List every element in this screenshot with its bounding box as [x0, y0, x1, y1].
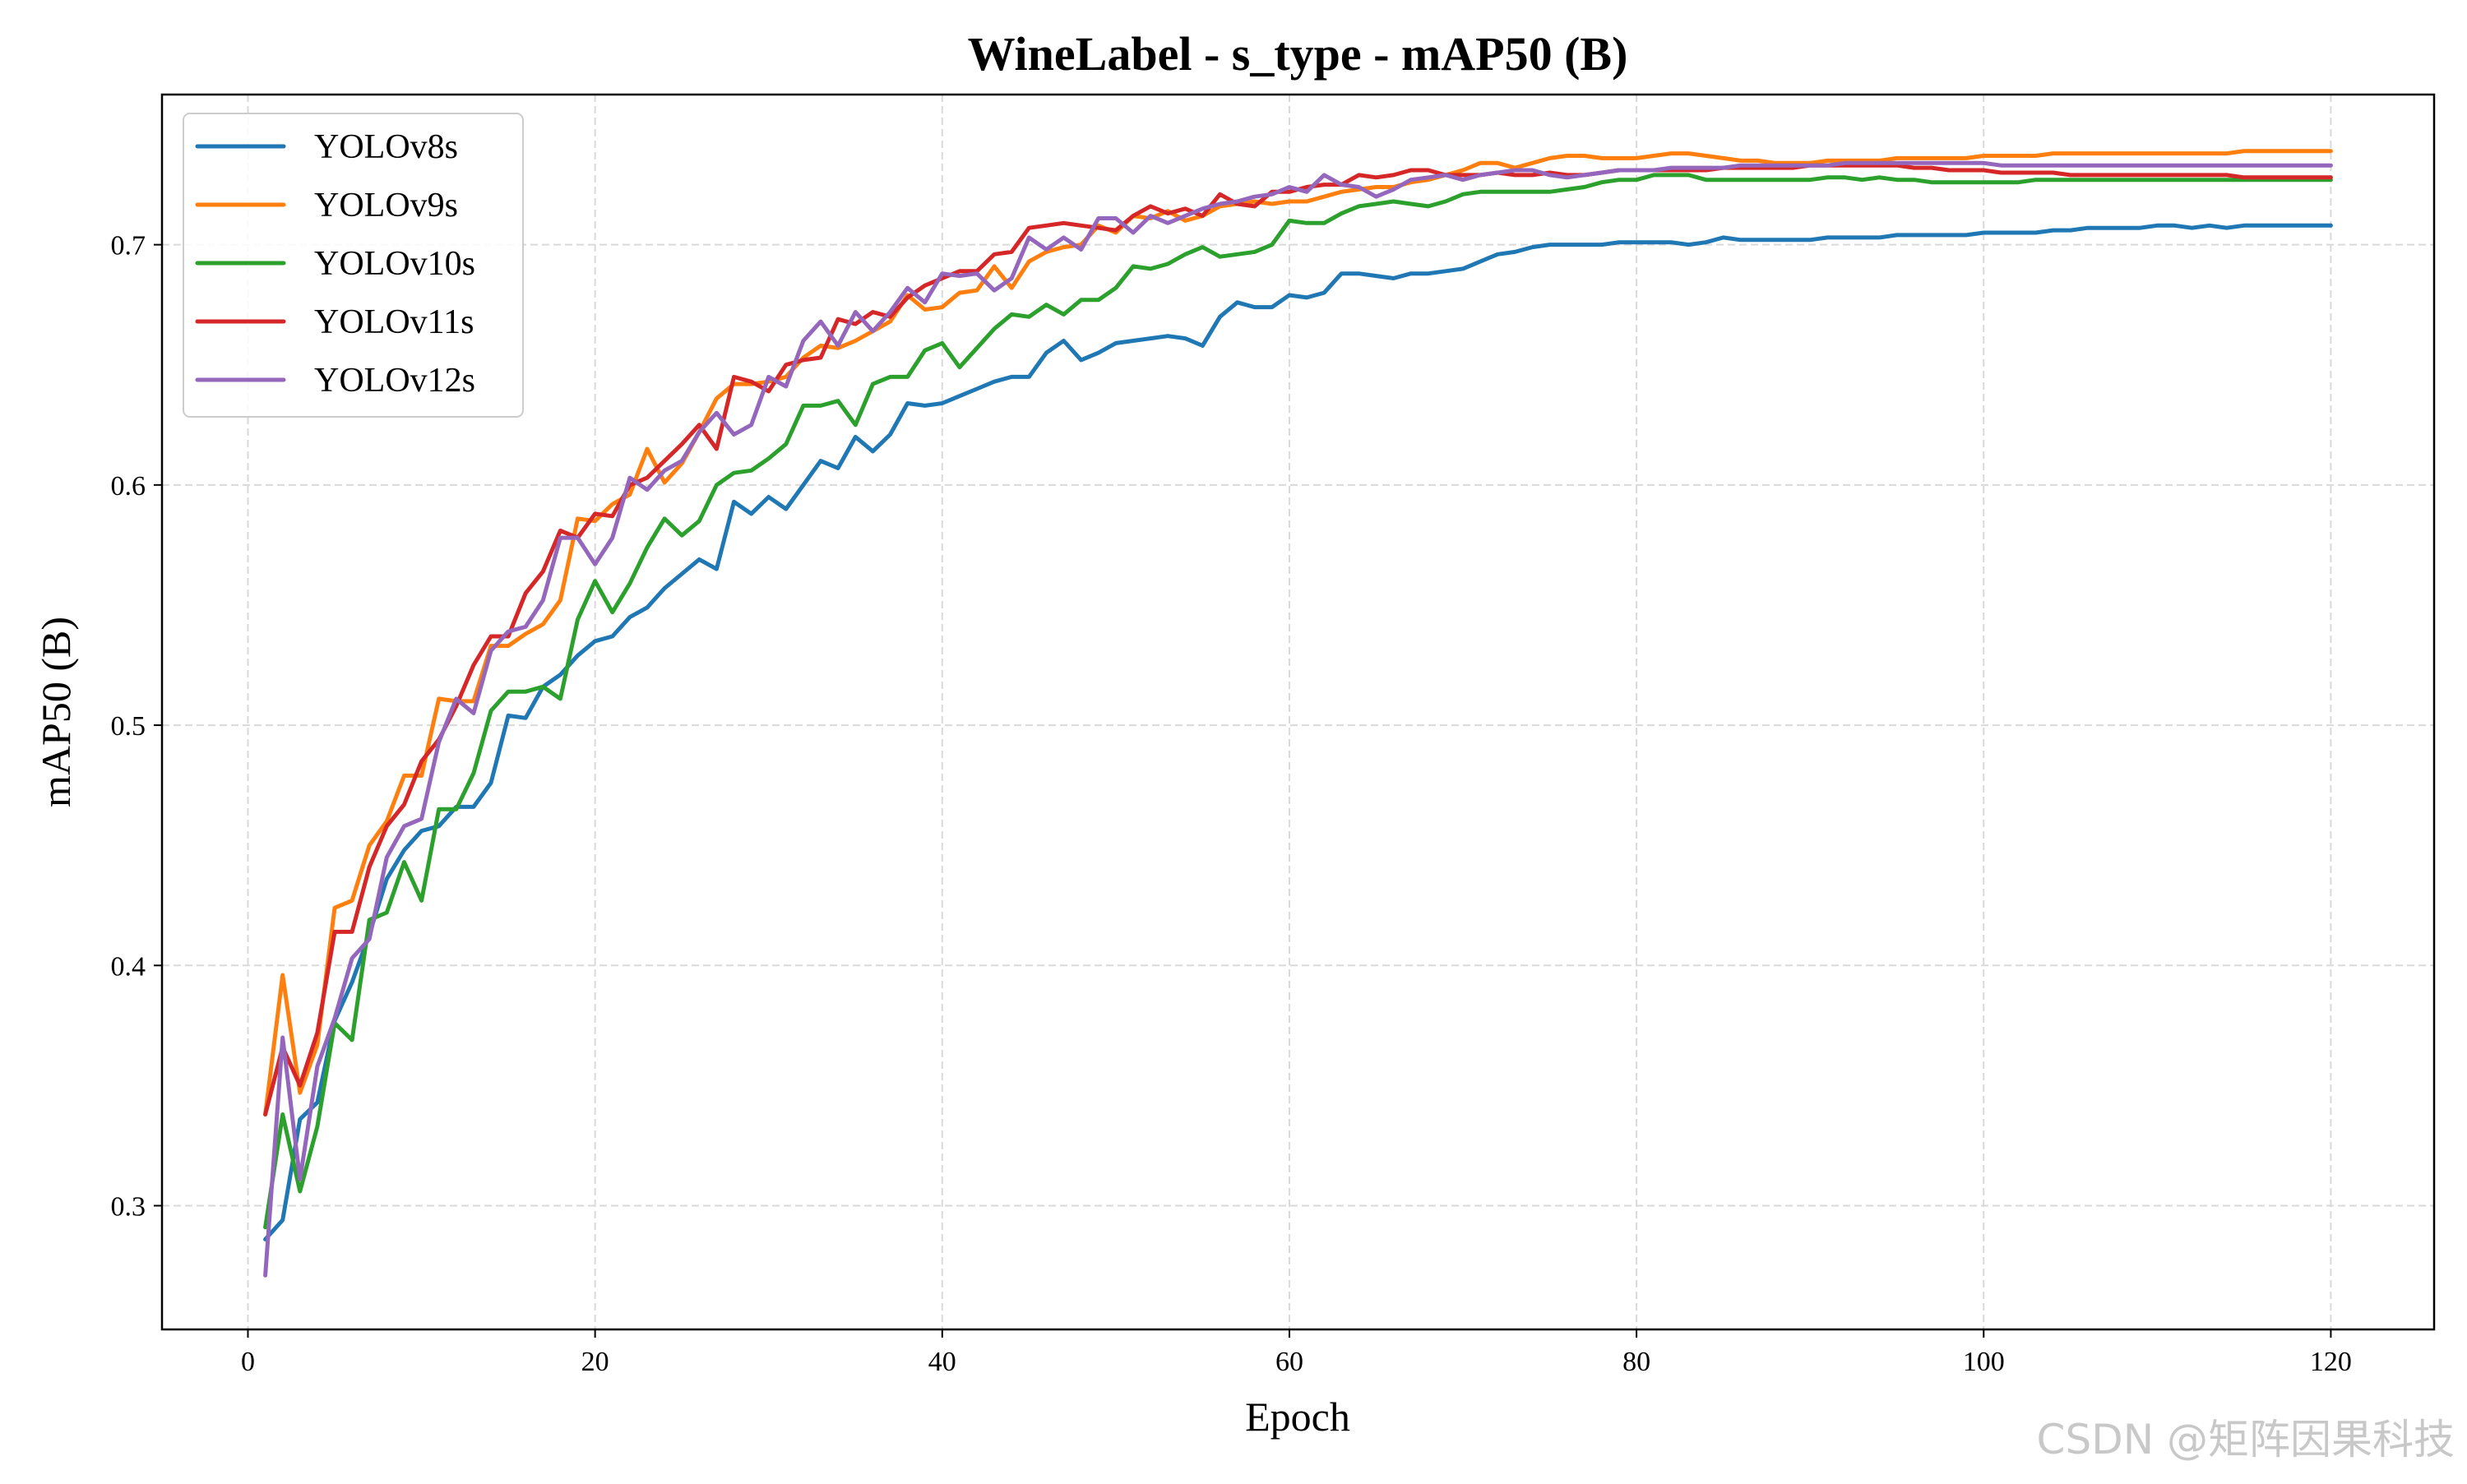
y-tick-label: 0.6	[111, 471, 146, 502]
legend-items: YOLOv8s YOLOv9s YOLOv10s YOLOv11s YOLOv12s	[195, 128, 475, 400]
x-tick-label: 20	[581, 1347, 609, 1377]
series-line-yolov12s	[263, 160, 2333, 1278]
y-tick-label: 0.7	[111, 231, 146, 261]
x-tick-label: 60	[1275, 1347, 1303, 1377]
legend-label-yolov9s: YOLOv9s	[314, 187, 458, 224]
x-axis-label: Epoch	[1245, 1394, 1350, 1440]
legend-label-yolov11s: YOLOv11s	[314, 303, 474, 341]
series-lines	[263, 149, 2333, 1278]
watermark: CSDN @矩阵因果科技	[2037, 1416, 2455, 1463]
grid	[162, 95, 2434, 1329]
series-line-yolov10s	[263, 173, 2333, 1230]
legend: YOLOv8s YOLOv9s YOLOv10s YOLOv11s YOLOv12s	[183, 113, 524, 418]
y-axis-label: mAP50 (B)	[33, 617, 79, 807]
legend-label-yolov12s: YOLOv12s	[314, 362, 475, 400]
x-tick-label: 80	[1622, 1347, 1650, 1377]
x-tick-label: 40	[928, 1347, 956, 1377]
x-tick-label: 120	[2310, 1347, 2352, 1377]
chart-title: WineLabel - s_type - mAP50 (B)	[968, 27, 1628, 81]
x-tick-label: 100	[1963, 1347, 2005, 1377]
x-tick-label: 0	[241, 1347, 255, 1377]
y-tick-label: 0.3	[111, 1192, 146, 1223]
legend-box	[183, 113, 524, 418]
legend-label-yolov8s: YOLOv8s	[314, 128, 458, 166]
y-tick-label: 0.5	[111, 711, 146, 742]
series-line-yolov9s	[263, 149, 2333, 1116]
plot-frame	[160, 93, 2436, 1331]
y-tick-label: 0.4	[111, 951, 146, 982]
axis-ticks: 0 20 40 60 80 100 120 0.3 0.4 0.5 0.6 0.7	[111, 231, 2352, 1377]
legend-label-yolov10s: YOLOv10s	[314, 245, 475, 283]
series-line-yolov8s	[263, 223, 2333, 1241]
